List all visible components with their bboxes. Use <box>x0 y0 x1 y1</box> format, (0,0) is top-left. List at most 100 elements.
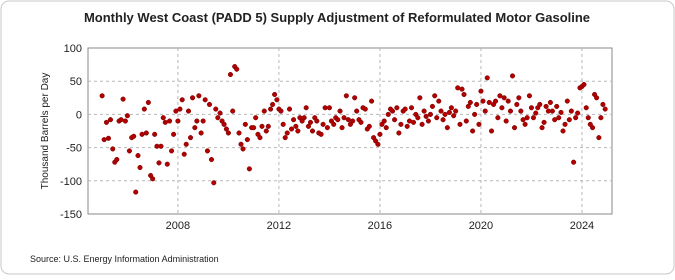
point <box>530 115 537 121</box>
point <box>343 93 349 99</box>
point <box>215 115 221 121</box>
point <box>554 103 560 109</box>
point <box>189 95 196 101</box>
point <box>514 101 520 107</box>
point <box>230 108 236 114</box>
point <box>505 98 511 104</box>
point <box>381 118 387 124</box>
point <box>101 137 107 143</box>
point <box>596 135 602 141</box>
point <box>497 93 503 99</box>
point <box>362 106 368 112</box>
point <box>307 119 314 125</box>
point <box>211 180 217 186</box>
point <box>194 118 200 124</box>
point <box>145 99 151 105</box>
point <box>446 109 452 115</box>
point <box>385 111 391 117</box>
point <box>432 93 438 99</box>
point <box>453 108 459 114</box>
point <box>187 135 194 141</box>
point <box>425 118 431 124</box>
point <box>202 97 208 103</box>
y-tick-label: -150 <box>60 209 82 221</box>
point <box>318 131 324 137</box>
point <box>495 115 501 121</box>
point <box>324 125 330 131</box>
point <box>213 106 219 112</box>
point <box>528 105 534 111</box>
point <box>499 105 505 111</box>
point <box>278 108 284 114</box>
point <box>257 135 263 141</box>
point <box>434 115 440 121</box>
x-tick-label: 2012 <box>267 220 291 232</box>
point <box>518 108 524 114</box>
point <box>465 103 471 109</box>
point <box>457 121 463 127</box>
point <box>600 101 606 107</box>
point <box>253 115 259 121</box>
point <box>303 105 309 111</box>
point <box>415 115 421 121</box>
point <box>461 91 467 98</box>
point <box>139 131 145 137</box>
point <box>480 98 486 104</box>
x-tick-label: 2020 <box>469 220 493 232</box>
point <box>204 148 210 154</box>
point <box>160 115 166 121</box>
point <box>122 118 128 124</box>
point <box>309 128 316 134</box>
point <box>354 108 360 114</box>
point <box>143 130 149 136</box>
point <box>423 113 429 119</box>
point <box>598 115 604 121</box>
point <box>509 73 516 79</box>
point <box>560 128 566 134</box>
point <box>419 121 425 127</box>
point <box>421 108 427 114</box>
point <box>265 123 271 129</box>
point <box>594 95 600 101</box>
point <box>394 105 400 111</box>
point <box>472 111 478 117</box>
point <box>223 126 229 132</box>
point <box>286 106 293 112</box>
point <box>103 119 109 125</box>
point <box>507 108 514 114</box>
point <box>516 95 522 101</box>
point <box>341 115 347 121</box>
point <box>164 161 170 167</box>
point <box>295 128 301 134</box>
point <box>571 159 577 165</box>
point <box>171 131 177 137</box>
point <box>345 117 351 123</box>
point <box>301 115 307 121</box>
point <box>322 105 328 111</box>
point <box>156 160 162 166</box>
point <box>493 98 499 104</box>
point <box>110 146 116 152</box>
point <box>404 123 410 129</box>
point <box>547 99 553 105</box>
y-tick-label: 0 <box>76 109 82 121</box>
point <box>282 135 288 141</box>
y-tick-label: -100 <box>60 176 82 188</box>
point <box>335 117 341 123</box>
x-tick-label: 2016 <box>368 220 392 232</box>
point <box>482 108 488 114</box>
point <box>427 111 433 117</box>
point <box>206 101 213 107</box>
point <box>305 123 312 129</box>
point <box>118 117 124 123</box>
point <box>590 125 596 131</box>
point <box>217 110 223 116</box>
point <box>291 117 297 123</box>
point <box>150 176 156 182</box>
point <box>396 130 402 136</box>
point <box>263 128 269 134</box>
chart-title: Monthly West Coast (PADD 5) Supply Adjus… <box>84 10 590 25</box>
point <box>436 98 442 104</box>
point <box>326 105 332 111</box>
